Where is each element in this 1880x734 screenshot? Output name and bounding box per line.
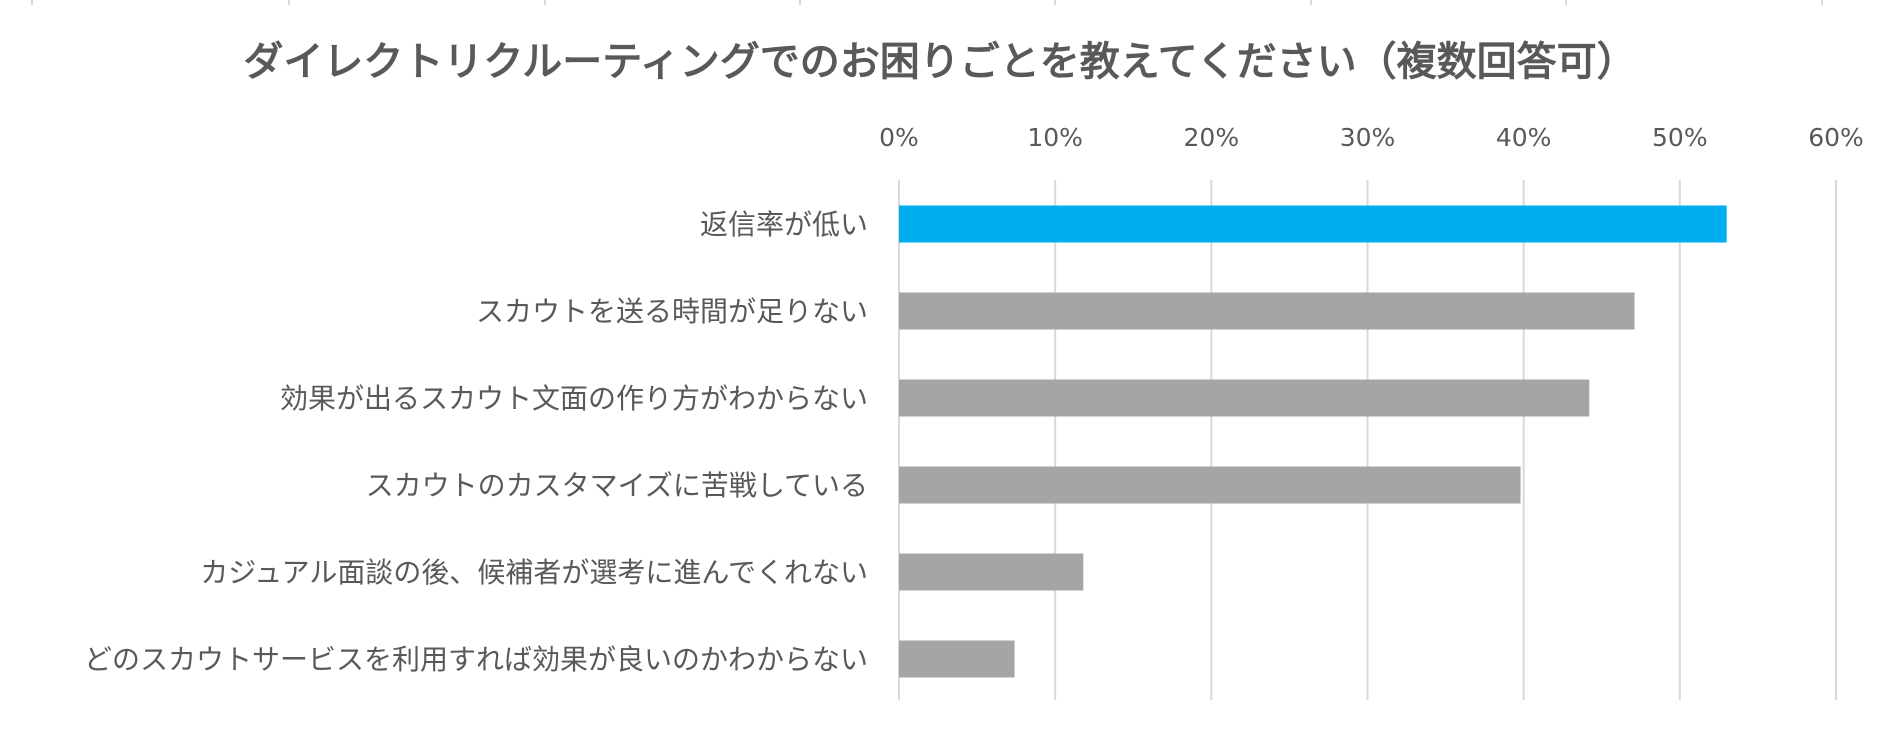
bar xyxy=(899,292,1635,330)
gridlines xyxy=(898,180,1837,700)
top-edge-ticks xyxy=(31,0,1823,5)
category-label: 返信率が低い xyxy=(700,208,868,241)
bar xyxy=(899,640,1015,678)
bar xyxy=(899,379,1590,417)
x-tick-label: 10% xyxy=(1027,123,1083,152)
category-label: どのスカウトサービスを利用すれば効果が良いのかわからない xyxy=(84,643,868,676)
bar xyxy=(899,466,1521,504)
category-labels: 返信率が低いスカウトを送る時間が足りない効果が出るスカウト文面の作り方がわからな… xyxy=(84,208,868,676)
bar xyxy=(899,553,1084,591)
bars xyxy=(899,205,1727,678)
category-label: スカウトのカスタマイズに苦戦している xyxy=(366,469,868,502)
x-tick-label: 0% xyxy=(879,123,919,152)
x-tick-label: 30% xyxy=(1340,123,1396,152)
category-label: カジュアル面談の後、候補者が選考に進んでくれない xyxy=(200,556,868,589)
x-tick-label: 40% xyxy=(1496,123,1552,152)
chart-title: ダイレクトリクルーティングでのお困りごとを教えてください（複数回答可） xyxy=(243,39,1636,85)
category-label: 効果が出るスカウト文面の作り方がわからない xyxy=(280,382,868,415)
x-axis-tick-labels: 0% 10% 20% 30% 40% 50% 60% xyxy=(879,123,1864,152)
x-tick-label: 20% xyxy=(1184,123,1240,152)
bar xyxy=(899,205,1727,243)
x-tick-label: 50% xyxy=(1652,123,1708,152)
category-label: スカウトを送る時間が足りない xyxy=(476,295,868,328)
x-tick-label: 60% xyxy=(1808,123,1864,152)
